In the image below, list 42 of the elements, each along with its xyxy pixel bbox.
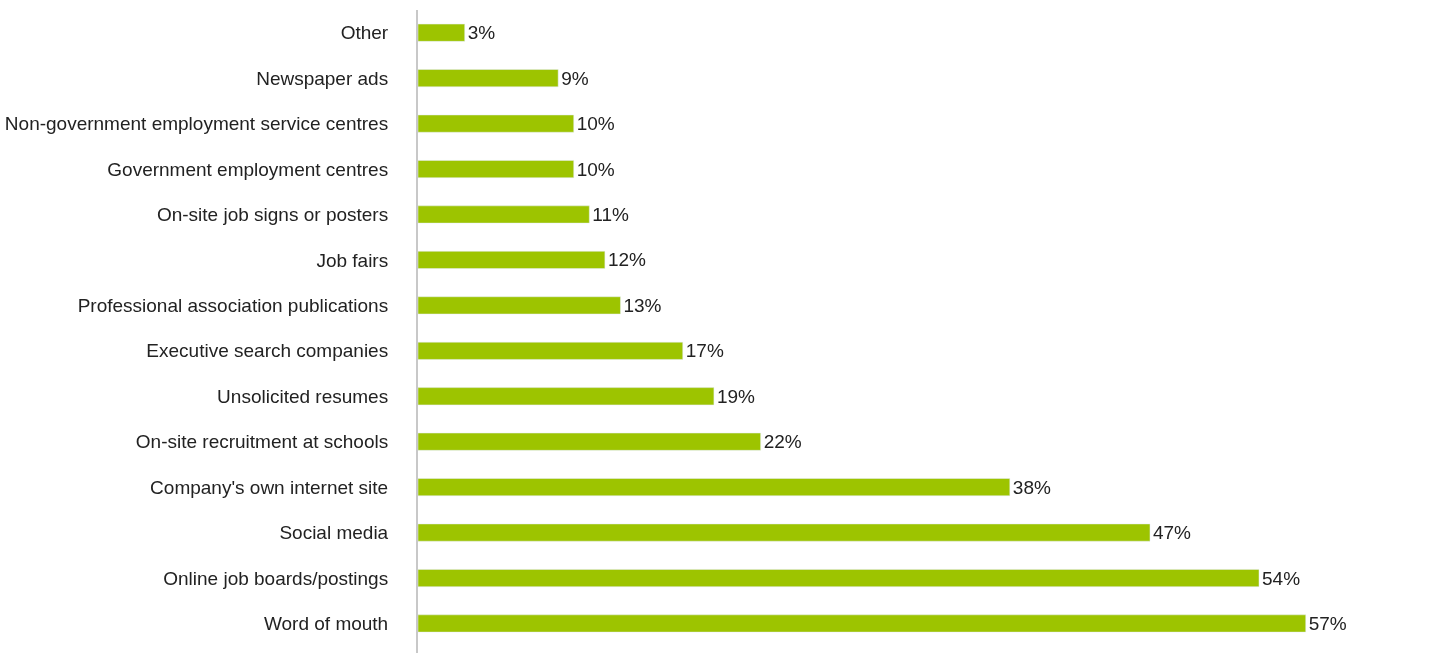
data-label: 22% [763, 431, 802, 453]
y-tick-label: Executive search companies [146, 340, 389, 362]
y-tick-label: On-site job signs or posters [156, 204, 389, 226]
y-tick-label: Social media [279, 522, 389, 544]
data-label: 9% [561, 67, 589, 89]
data-label: 47% [1152, 522, 1192, 544]
y-tick-label: Professional association publications [77, 295, 389, 317]
bar [418, 69, 559, 88]
data-label: 19% [716, 385, 756, 407]
y-tick-label: Other [340, 22, 389, 44]
data-label: 10% [576, 158, 615, 180]
bar [418, 296, 621, 315]
data-label: 38% [1012, 476, 1051, 498]
y-tick-label: Job fairs [316, 249, 389, 271]
bar [418, 387, 715, 406]
data-label: 13% [623, 294, 662, 316]
bar [418, 114, 574, 133]
data-label: 12% [607, 249, 647, 271]
data-label: 17% [685, 340, 724, 362]
data-label: 10% [576, 113, 615, 135]
y-tick-label: Government employment centres [107, 158, 389, 180]
bar [418, 23, 465, 42]
data-label: 3% [467, 22, 496, 44]
bar [418, 523, 1151, 542]
y-tick-label: Company's own internet site [150, 476, 389, 498]
y-tick-label: Unsolicited resumes [217, 385, 389, 407]
y-tick-label: On-site recruitment at schools [135, 431, 389, 453]
bar [418, 478, 1011, 497]
bar [418, 160, 574, 178]
data-label: 54% [1262, 567, 1301, 589]
bar [418, 251, 606, 269]
y-tick-label: Online job boards/postings [163, 567, 389, 589]
bar [418, 205, 590, 224]
data-label: 11% [592, 203, 630, 225]
data-label: 57% [1308, 612, 1347, 634]
bar [418, 341, 684, 360]
y-tick-label: Non-government employment service centres [4, 113, 389, 135]
bar [418, 614, 1306, 633]
y-tick-label: Newspaper ads [256, 67, 389, 89]
bar [418, 569, 1260, 587]
bar [418, 432, 761, 451]
y-tick-label: Word of mouth [263, 613, 389, 635]
